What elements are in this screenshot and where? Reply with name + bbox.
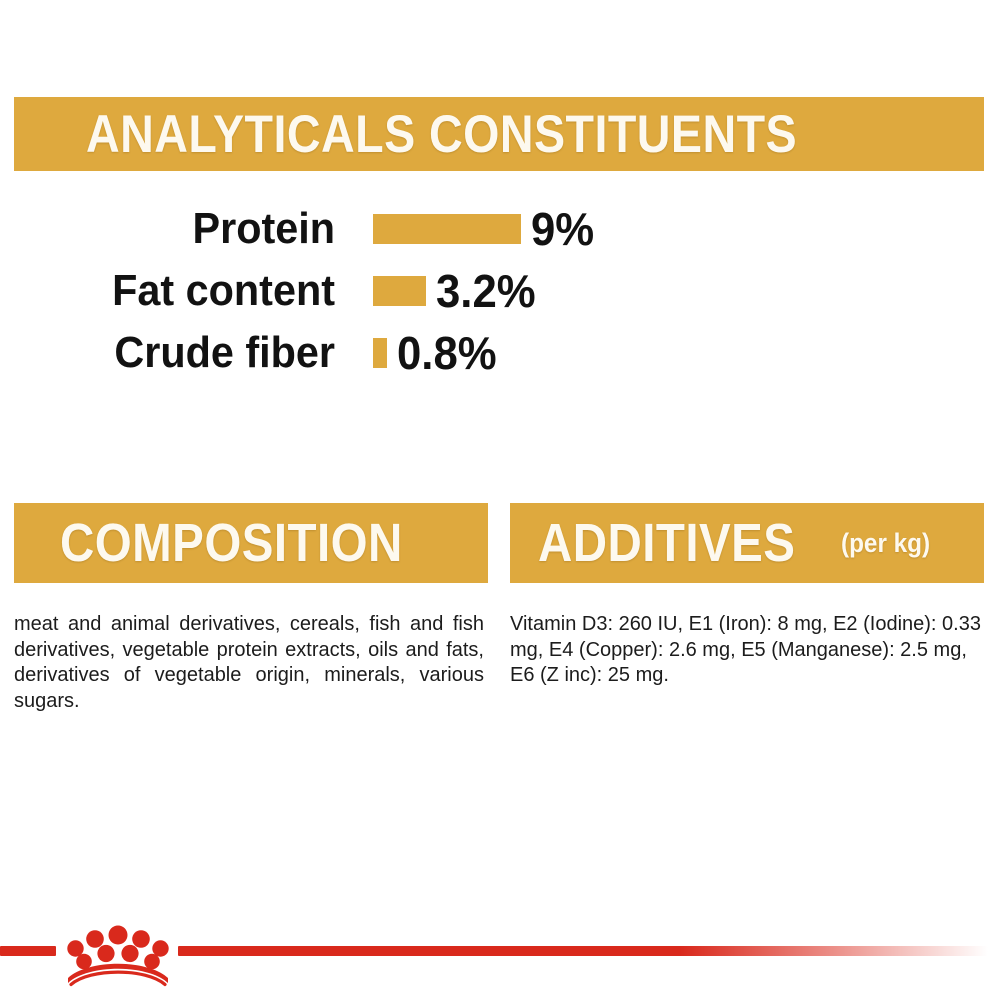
analyticals-constituents-chart: Protein 9% Fat content 3.2% Crude fiber …	[0, 198, 1000, 384]
footer-rule-right	[178, 946, 988, 956]
royal-canin-crown-icon	[67, 925, 169, 987]
chart-label-crude-fiber: Crude fiber	[114, 328, 336, 377]
chart-row-protein: Protein 9%	[0, 198, 1000, 260]
chart-row-crude-fiber: Crude fiber 0.8%	[0, 322, 1000, 384]
chart-label-protein: Protein	[192, 204, 335, 253]
chart-value-protein: 9%	[531, 203, 595, 255]
chart-row-fat-content: Fat content 3.2%	[0, 260, 1000, 322]
additives-body-text: Vitamin D3: 260 IU, E1 (Iron): 8 mg, E2 …	[510, 613, 981, 686]
additives-title: ADDITIVES	[538, 513, 796, 573]
chart-label-fat-content: Fat content	[112, 266, 336, 315]
composition-header: COMPOSITION	[14, 503, 488, 583]
chart-bar-group-fat-content: 3.2%	[373, 268, 541, 314]
analyticals-constituents-header: ANALYTICALS CONSTITUENTS	[14, 97, 984, 171]
chart-value-fat-content: 3.2%	[436, 265, 536, 317]
additives-subtitle: (per kg)	[840, 527, 930, 558]
chart-bar-protein	[373, 214, 521, 244]
additives-header: ADDITIVES (per kg)	[510, 503, 984, 583]
brand-footer	[0, 925, 1000, 987]
chart-bar-group-protein: 9%	[373, 206, 597, 252]
analyticals-constituents-title: ANALYTICALS CONSTITUENTS	[86, 104, 798, 164]
composition-title: COMPOSITION	[60, 513, 403, 573]
composition-body-text: meat and animal derivatives, cereals, fi…	[14, 613, 484, 712]
footer-rule-left	[0, 946, 56, 956]
chart-bar-fat-content	[373, 276, 426, 306]
chart-bar-crude-fiber	[373, 338, 387, 368]
chart-value-crude-fiber: 0.8%	[397, 327, 497, 379]
chart-bar-group-crude-fiber: 0.8%	[373, 330, 502, 376]
